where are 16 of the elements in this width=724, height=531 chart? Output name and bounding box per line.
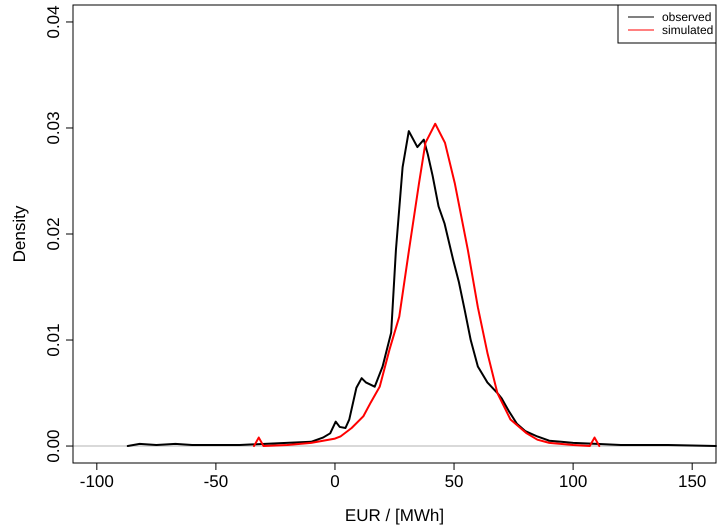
y-tick-label: 0.04 <box>44 5 63 39</box>
x-tick-label: 100 <box>558 472 588 491</box>
x-tick-label: 50 <box>444 472 464 491</box>
y-axis-title: Density <box>10 205 29 262</box>
y-tick-label: 0.03 <box>44 111 63 145</box>
x-tick-label: 0 <box>330 472 340 491</box>
x-tick-label: -50 <box>204 472 228 491</box>
legend-label: simulated <box>662 23 714 37</box>
y-tick-label: 0.02 <box>44 217 63 251</box>
y-tick-label: 0.00 <box>44 429 63 463</box>
x-tick-label: 150 <box>678 472 706 491</box>
x-tick-label: -100 <box>80 472 114 491</box>
line-series <box>252 122 600 448</box>
x-axis-title: EUR / [MWh] <box>344 506 444 525</box>
y-tick-label: 0.01 <box>44 323 63 357</box>
legend-label: observed <box>662 10 712 24</box>
